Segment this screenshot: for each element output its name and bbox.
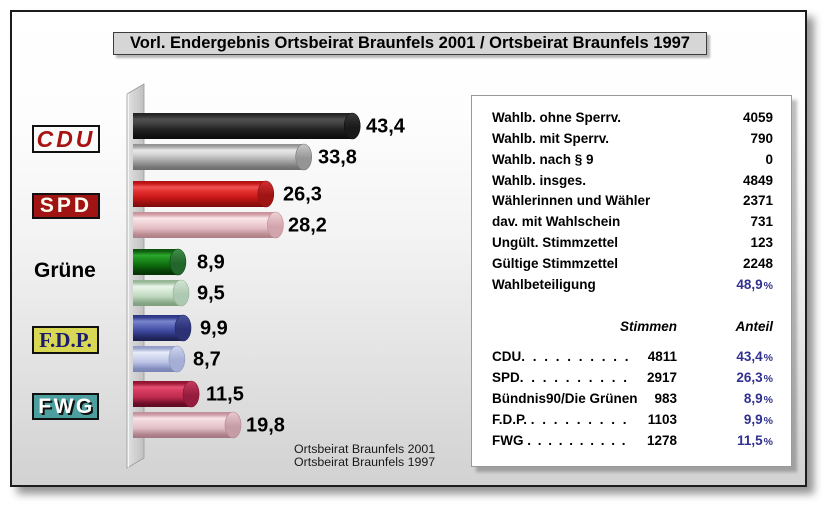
svg-text:9,5: 9,5 xyxy=(197,283,225,305)
svg-text:28,2: 28,2 xyxy=(288,215,327,237)
svg-text:33,8: 33,8 xyxy=(318,147,357,169)
svg-text:43,4: 43,4 xyxy=(366,116,406,138)
svg-text:11,5: 11,5 xyxy=(206,384,244,406)
svg-text:9,9: 9,9 xyxy=(200,318,228,340)
svg-text:8,9: 8,9 xyxy=(197,252,225,274)
svg-text:8,7: 8,7 xyxy=(193,349,221,371)
svg-text:19,8: 19,8 xyxy=(246,415,285,437)
svg-text:26,3: 26,3 xyxy=(283,184,322,206)
